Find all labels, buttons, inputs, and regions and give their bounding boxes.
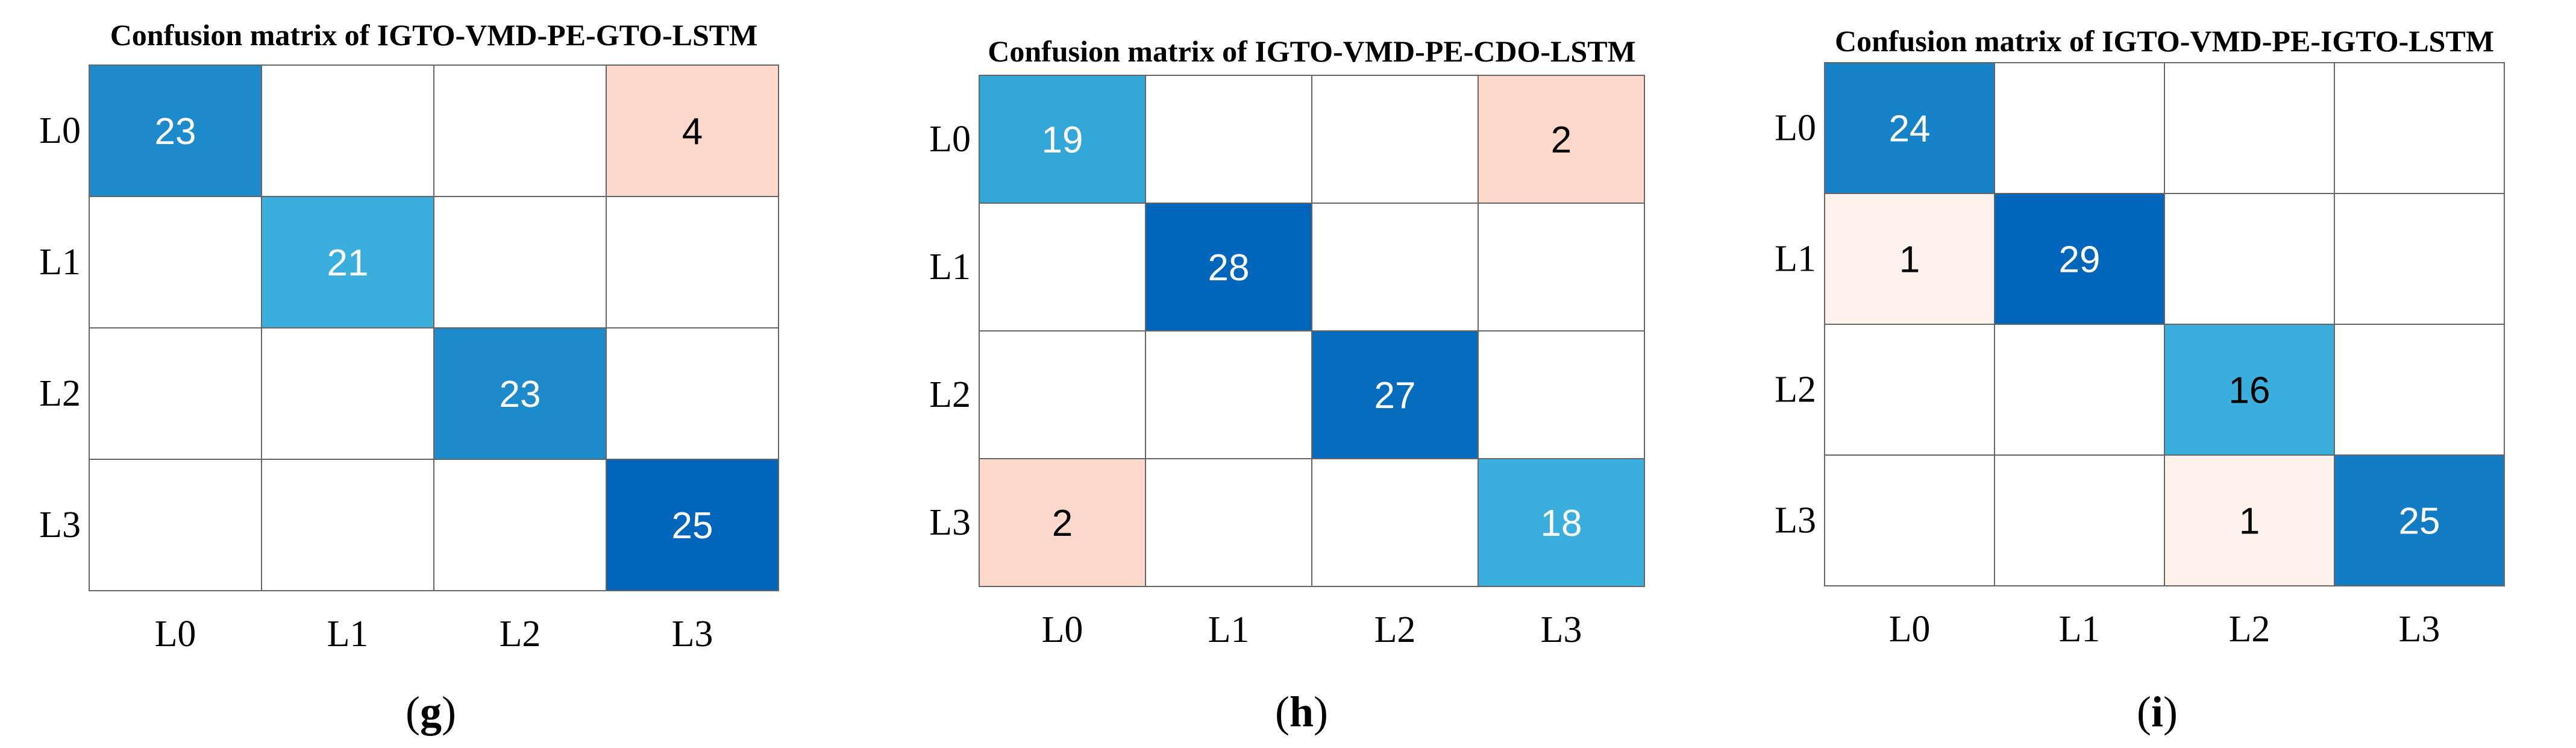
cell-value: 21 — [327, 242, 369, 284]
chart-title: Confusion matrix of IGTO-VMD-PE-IGTO-LST… — [1835, 24, 2494, 58]
panel-label: (h) — [1275, 688, 1328, 736]
row-tick-label: L0 — [39, 110, 81, 151]
column-tick-label: L1 — [1208, 609, 1250, 650]
matrix-cell — [2334, 193, 2505, 325]
column-tick-label: L3 — [672, 614, 713, 655]
column-tick-label: L1 — [2059, 609, 2101, 650]
cell-value: 24 — [1889, 108, 1931, 150]
matrix-cell — [979, 330, 1146, 459]
cell-value: 2 — [1052, 503, 1073, 544]
confusion-matrix-panel-g: Confusion matrix of IGTO-VMD-PE-GTO-LSTM… — [39, 18, 779, 736]
matrix-cell — [433, 196, 607, 328]
column-tick-label: L1 — [327, 614, 369, 655]
matrix-cell — [2334, 324, 2505, 456]
matrix-cell — [2164, 62, 2335, 194]
matrix-cell — [1824, 324, 1995, 456]
matrix-cell — [1824, 454, 1995, 586]
matrix-cell — [1478, 330, 1645, 459]
matrix-cell — [89, 196, 262, 328]
matrix-cell — [1824, 62, 1995, 194]
matrix-cell — [89, 64, 262, 197]
column-tick-label: L2 — [500, 614, 541, 655]
column-tick-label: L2 — [1374, 609, 1416, 650]
chart-title: Confusion matrix of IGTO-VMD-PE-CDO-LSTM — [988, 34, 1635, 68]
cell-value: 19 — [1042, 119, 1083, 161]
row-tick-label: L1 — [1775, 239, 1816, 280]
cell-value: 1 — [2239, 501, 2260, 542]
matrix-cell — [2164, 193, 2335, 325]
matrix-cell — [1994, 193, 2165, 325]
row-tick-label: L2 — [929, 374, 971, 415]
cell-value: 23 — [500, 374, 541, 415]
cell-value: 27 — [1374, 375, 1416, 416]
matrix-cell — [1145, 330, 1312, 459]
confusion-matrix-panel-h: Confusion matrix of IGTO-VMD-PE-CDO-LSTM… — [929, 34, 1645, 736]
row-tick-label: L1 — [929, 247, 971, 288]
matrix-cell — [2164, 324, 2335, 456]
matrix-cell — [1311, 75, 1479, 204]
row-tick-label: L3 — [929, 502, 971, 543]
matrix-cell — [1311, 203, 1479, 332]
matrix-cell — [433, 459, 607, 591]
matrix-cell — [261, 327, 434, 460]
cell-value: 18 — [1541, 503, 1582, 544]
matrix-cell — [1311, 458, 1479, 587]
column-tick-label: L0 — [155, 614, 196, 655]
row-tick-label: L0 — [1775, 108, 1816, 149]
matrix-cell — [979, 203, 1146, 332]
row-tick-label: L1 — [39, 242, 81, 283]
matrix-cell — [261, 64, 434, 197]
column-tick-label: L0 — [1889, 609, 1931, 650]
matrix-cell — [89, 459, 262, 591]
matrix-cell — [89, 327, 262, 460]
row-tick-label: L0 — [929, 119, 971, 160]
matrix-cell — [261, 196, 434, 328]
matrix-cell — [1478, 203, 1645, 332]
row-tick-label: L3 — [39, 504, 81, 545]
panel-label: (g) — [406, 688, 456, 736]
matrix-cell — [2164, 454, 2335, 586]
panel-label: (i) — [2137, 688, 2178, 736]
confusion-matrix-panel-i: Confusion matrix of IGTO-VMD-PE-IGTO-LST… — [1775, 24, 2505, 736]
cell-value: 29 — [2059, 239, 2101, 281]
matrix-cell — [2334, 454, 2505, 586]
cell-value: 28 — [1208, 247, 1250, 289]
matrix-cell — [1994, 324, 2165, 456]
row-tick-label: L3 — [1775, 500, 1816, 541]
matrix-cell — [606, 196, 779, 328]
matrix-cell — [2334, 62, 2505, 194]
matrix-cell — [1824, 193, 1995, 325]
chart-title: Confusion matrix of IGTO-VMD-PE-GTO-LSTM — [110, 18, 758, 52]
matrix-cell — [979, 75, 1146, 204]
matrix-cell — [433, 327, 607, 460]
matrix-cell — [433, 64, 607, 197]
column-tick-label: L2 — [2229, 609, 2270, 650]
matrix-cell — [1994, 62, 2165, 194]
matrix-cell — [979, 458, 1146, 587]
matrix-cell — [261, 459, 434, 591]
cell-value: 16 — [2229, 370, 2270, 412]
column-tick-label: L0 — [1042, 609, 1083, 650]
row-tick-label: L2 — [1775, 369, 1816, 410]
matrix-cell — [606, 64, 779, 197]
cell-value: 1 — [1899, 239, 1920, 281]
cell-value: 25 — [672, 505, 713, 547]
cell-value: 25 — [2399, 501, 2440, 542]
row-tick-label: L2 — [39, 373, 81, 414]
matrix-cell — [606, 327, 779, 460]
matrix-cell — [606, 459, 779, 591]
matrix-cell — [1145, 203, 1312, 332]
matrix-cell — [1994, 454, 2165, 586]
cell-value: 23 — [155, 111, 196, 152]
matrix-cell — [1145, 75, 1312, 204]
matrix-cell — [1145, 458, 1312, 587]
column-tick-label: L3 — [1541, 609, 1582, 650]
cell-value: 4 — [682, 111, 703, 152]
matrix-cell — [1478, 458, 1645, 587]
cell-value: 2 — [1551, 119, 1572, 161]
column-tick-label: L3 — [2399, 609, 2440, 650]
